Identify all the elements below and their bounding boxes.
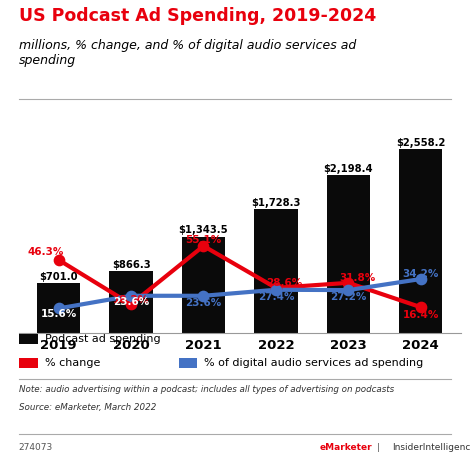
Text: 27.4%: 27.4%	[258, 291, 294, 301]
Bar	[182, 237, 225, 333]
Text: Podcast ad spending: Podcast ad spending	[45, 333, 160, 343]
Bar	[110, 271, 153, 333]
Text: 23.6%: 23.6%	[185, 297, 222, 307]
Bar	[254, 209, 298, 333]
Text: % of digital audio services ad spending: % of digital audio services ad spending	[204, 357, 423, 367]
Text: Source: eMarketer, March 2022: Source: eMarketer, March 2022	[19, 402, 156, 411]
Bar	[327, 176, 370, 333]
Text: % change: % change	[45, 357, 100, 367]
Text: $701.0: $701.0	[39, 271, 78, 281]
Point	[272, 287, 280, 294]
Text: Note: audio advertising within a podcast; includes all types of advertising on p: Note: audio advertising within a podcast…	[19, 384, 394, 393]
Point	[127, 293, 135, 300]
Text: 55.1%: 55.1%	[185, 234, 222, 244]
Text: 28.6%: 28.6%	[266, 277, 303, 288]
Point	[272, 285, 280, 292]
Text: InsiderIntelligence.com: InsiderIntelligence.com	[392, 442, 470, 451]
Text: eMarketer: eMarketer	[320, 442, 372, 451]
Point	[417, 275, 424, 283]
Bar	[37, 283, 80, 333]
Text: $866.3: $866.3	[112, 259, 150, 269]
Text: 16.4%: 16.4%	[403, 310, 439, 319]
Bar	[399, 150, 442, 333]
Text: millions, % change, and % of digital audio services ad
spending: millions, % change, and % of digital aud…	[19, 39, 356, 67]
Text: 27.2%: 27.2%	[330, 291, 367, 301]
Text: |: |	[374, 442, 383, 451]
Text: 274073: 274073	[19, 442, 53, 451]
Point	[417, 304, 424, 311]
Text: $2,558.2: $2,558.2	[396, 138, 446, 148]
Text: 31.8%: 31.8%	[339, 273, 375, 282]
Text: 18.2%: 18.2%	[113, 294, 149, 304]
Point	[200, 243, 207, 250]
Text: 23.6%: 23.6%	[113, 296, 149, 306]
Text: 15.6%: 15.6%	[40, 309, 77, 319]
Point	[55, 257, 63, 264]
Text: 34.2%: 34.2%	[403, 269, 439, 279]
Text: $1,343.5: $1,343.5	[179, 225, 228, 235]
Text: 46.3%: 46.3%	[27, 247, 64, 257]
Text: US Podcast Ad Spending, 2019-2024: US Podcast Ad Spending, 2019-2024	[19, 7, 376, 25]
Point	[200, 293, 207, 300]
Point	[345, 280, 352, 287]
Point	[127, 301, 135, 308]
Text: $2,198.4: $2,198.4	[323, 163, 373, 174]
Text: $1,728.3: $1,728.3	[251, 197, 301, 207]
Point	[345, 287, 352, 294]
Point	[55, 305, 63, 313]
